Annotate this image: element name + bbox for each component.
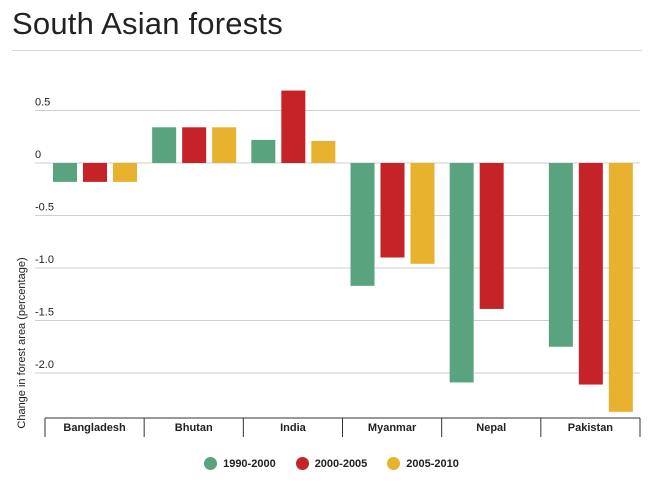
legend-swatch [387, 457, 401, 470]
legend-item: 2005-2010 [387, 457, 459, 470]
bar-india-1990-2000 [251, 139, 276, 163]
legend-label: 2000-2005 [314, 457, 368, 470]
x-tick-label: Myanmar [368, 422, 417, 434]
y-tick-label: 0 [35, 149, 41, 161]
y-tick-label: -2.0 [35, 359, 54, 371]
bar-myanmar-2005-2010 [410, 163, 435, 264]
y-tick-label: 0.5 [35, 97, 50, 109]
y-axis-label: Change in forest area (percentage) [16, 257, 28, 428]
legend: 1990-2000 2000-2005 2005-2010 [0, 457, 663, 470]
x-tick-label: Bhutan [175, 422, 213, 434]
legend-label: 2005-2010 [406, 457, 459, 470]
legend-swatch [204, 457, 218, 470]
y-axis-ticks: 0.5 0 -0.5 -1.0 -1.5 -2.0 [35, 97, 54, 372]
legend-item: 2000-2005 [295, 457, 368, 470]
legend-swatch [295, 457, 309, 470]
y-tick-label: -1.5 [35, 307, 54, 319]
bar-bangladesh-2005-2010 [113, 163, 137, 182]
bar-bangladesh-2000-2005 [83, 163, 107, 182]
x-tick-label: Nepal [476, 422, 506, 434]
legend-label: 1990-2000 [223, 457, 276, 470]
bar-pakistan-1990-2000 [548, 163, 573, 347]
bar-myanmar-2000-2005 [380, 163, 405, 258]
y-tick-label: -1.0 [35, 254, 54, 266]
bar-bhutan-2005-2010 [212, 127, 237, 163]
page-title: South Asian forests [12, 6, 283, 41]
x-tick-label: Pakistan [568, 422, 614, 434]
bar-nepal-1990-2000 [449, 163, 474, 383]
bar-bhutan-2000-2005 [182, 127, 207, 163]
title-divider [12, 50, 642, 51]
y-tick-label: -0.5 [35, 202, 54, 214]
x-tick-label: India [280, 422, 307, 434]
bar-pakistan-2005-2010 [608, 163, 633, 412]
bar-pakistan-2000-2005 [578, 163, 603, 385]
bar-nepal-2000-2005 [479, 163, 504, 309]
x-axis: Bangladesh Bhutan India Myanmar Nepal Pakista… [44, 417, 641, 437]
bar-india-2005-2010 [311, 140, 336, 163]
legend-item: 1990-2000 [204, 457, 276, 470]
bar-bangladesh-1990-2000 [53, 163, 77, 182]
bar-myanmar-1990-2000 [350, 163, 375, 286]
bar-india-2000-2005 [281, 90, 306, 163]
bars [53, 90, 633, 412]
bar-bhutan-1990-2000 [152, 127, 177, 163]
x-tick-label: Bangladesh [63, 422, 126, 434]
